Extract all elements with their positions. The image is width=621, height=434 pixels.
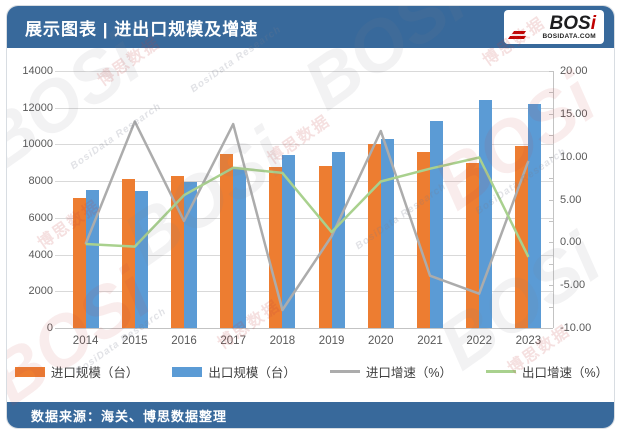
y-left-label: 2000 [28,285,53,298]
y-left-label: 8000 [28,175,53,188]
legend-item-export-scale-bar: 出口规模（台） [172,362,296,381]
y-right-label: 10.00 [560,150,588,163]
logo-text: BOSi [549,12,596,34]
right-axis-tick [549,328,553,329]
right-axis-tick [549,199,553,201]
data-source-text: 数据来源：海关、博思数据整理 [31,408,228,424]
import-scale-bar-2023 [515,146,529,328]
legend-item-import-scale-bar: 进口规模（台） [14,362,139,381]
export-scale-bar-2018 [282,154,296,328]
y-right-label: -10.00 [560,322,592,334]
legend-item-import-growth-line: 进口增速（%） [329,362,453,381]
logo-stripe-icon [507,36,527,39]
y-left-label: 12000 [22,101,53,114]
import-scale-bar-2021 [417,151,430,328]
gridline-12000 [55,107,553,109]
export-growth-line [85,156,530,258]
import-scale-bar-2014 [72,197,86,328]
page-title: 展示图表 | 进出口规模及增速 [25,19,259,39]
legend-label: 进口规模（台） [50,366,139,380]
export-scale-bar-2020 [380,138,394,328]
x-label-2017: 2017 [220,335,246,347]
export-scale-bar-2017 [233,168,247,328]
right-axis-tick [549,71,553,72]
logo-stripe-icon [511,31,527,34]
import-scale-bar-2015 [121,179,135,328]
chart-card: 展示图表 | 进出口规模及增速 BOSi BOSIDATA.COM 14000 1… [6,5,615,429]
right-axis-tick [549,263,553,265]
right-axis-tick [549,113,553,115]
logo-domain-text: BOSIDATA.COM [542,32,596,40]
legend-label: 出口规模（台） [208,366,296,380]
export-scale-bar-2019 [331,151,345,328]
export-scale-bar-2022 [479,100,493,328]
x-label-2018: 2018 [269,335,296,347]
right-axis-tick [549,242,553,244]
import-growth-line [84,120,530,312]
x-label-2019: 2019 [318,335,345,347]
right-axis-tick [549,178,553,180]
legend-swatch-import-growth-line [329,370,360,373]
footer-bar: 数据来源：海关、博思数据整理 [7,402,614,428]
legend-item-export-growth-line: 出口增速（%） [486,362,608,381]
export-scale-bar-2021 [430,120,443,328]
bosi-logo: BOSi BOSIDATA.COM [504,10,604,44]
x-label-2014: 2014 [72,335,99,347]
legend-label: 进口增速（%） [365,366,453,380]
y-left-label: 4000 [28,248,53,261]
right-axis-tick [549,220,553,222]
y-left-label: 0 [46,322,53,334]
header-bar: 展示图表 | 进出口规模及增速 BOSi BOSIDATA.COM [7,6,614,48]
y-right-label: 5.00 [560,193,582,206]
import-scale-bar-2018 [269,166,283,328]
gridline-14000 [55,71,553,72]
logo-text-i: i [590,12,596,34]
y-right-label: 0.00 [560,236,582,249]
chart-area: 14000 12000 10000 8000 6000 4000 2000 0 20.00 15… [7,48,614,404]
x-label-2015: 2015 [122,335,148,347]
logo-text-bos: BOS [549,12,591,34]
legend-swatch-export-scale-bar [172,366,203,377]
x-label-2020: 2020 [368,335,394,347]
chart-legend: 进口规模（台） 出口规模（台） 进口增速（%） 出口增速（%） [7,362,614,381]
export-scale-bar-2016 [184,182,197,328]
import-scale-bar-2020 [367,143,381,328]
y-right-label: -5.00 [560,279,586,292]
y-left-label: 6000 [28,211,53,224]
y-right-label: 15.00 [560,107,588,120]
export-scale-bar-2014 [85,190,99,328]
right-axis-tick [549,306,553,308]
right-axis-line [553,71,554,328]
legend-swatch-import-scale-bar [14,366,45,377]
x-label-2022: 2022 [466,335,492,347]
x-label-2016: 2016 [171,335,197,347]
legend-label: 出口增速（%） [522,366,609,380]
y-left-label: 14000 [22,65,53,77]
legend-swatch-export-growth-line [486,370,517,373]
x-label-2021: 2021 [417,335,443,347]
right-axis-tick [549,156,553,158]
gridline-0 [55,328,553,329]
import-scale-bar-2017 [220,153,234,328]
export-scale-bar-2015 [134,190,148,328]
right-axis-tick [549,135,553,137]
import-scale-bar-2016 [171,175,184,328]
export-scale-bar-2023 [528,104,542,328]
import-scale-bar-2022 [466,162,480,328]
x-label-2023: 2023 [515,335,542,347]
import-scale-bar-2019 [318,166,332,328]
right-axis-tick [549,92,553,94]
right-axis-tick [549,285,553,287]
y-left-label: 10000 [22,138,53,151]
y-right-label: 20.00 [560,65,588,77]
